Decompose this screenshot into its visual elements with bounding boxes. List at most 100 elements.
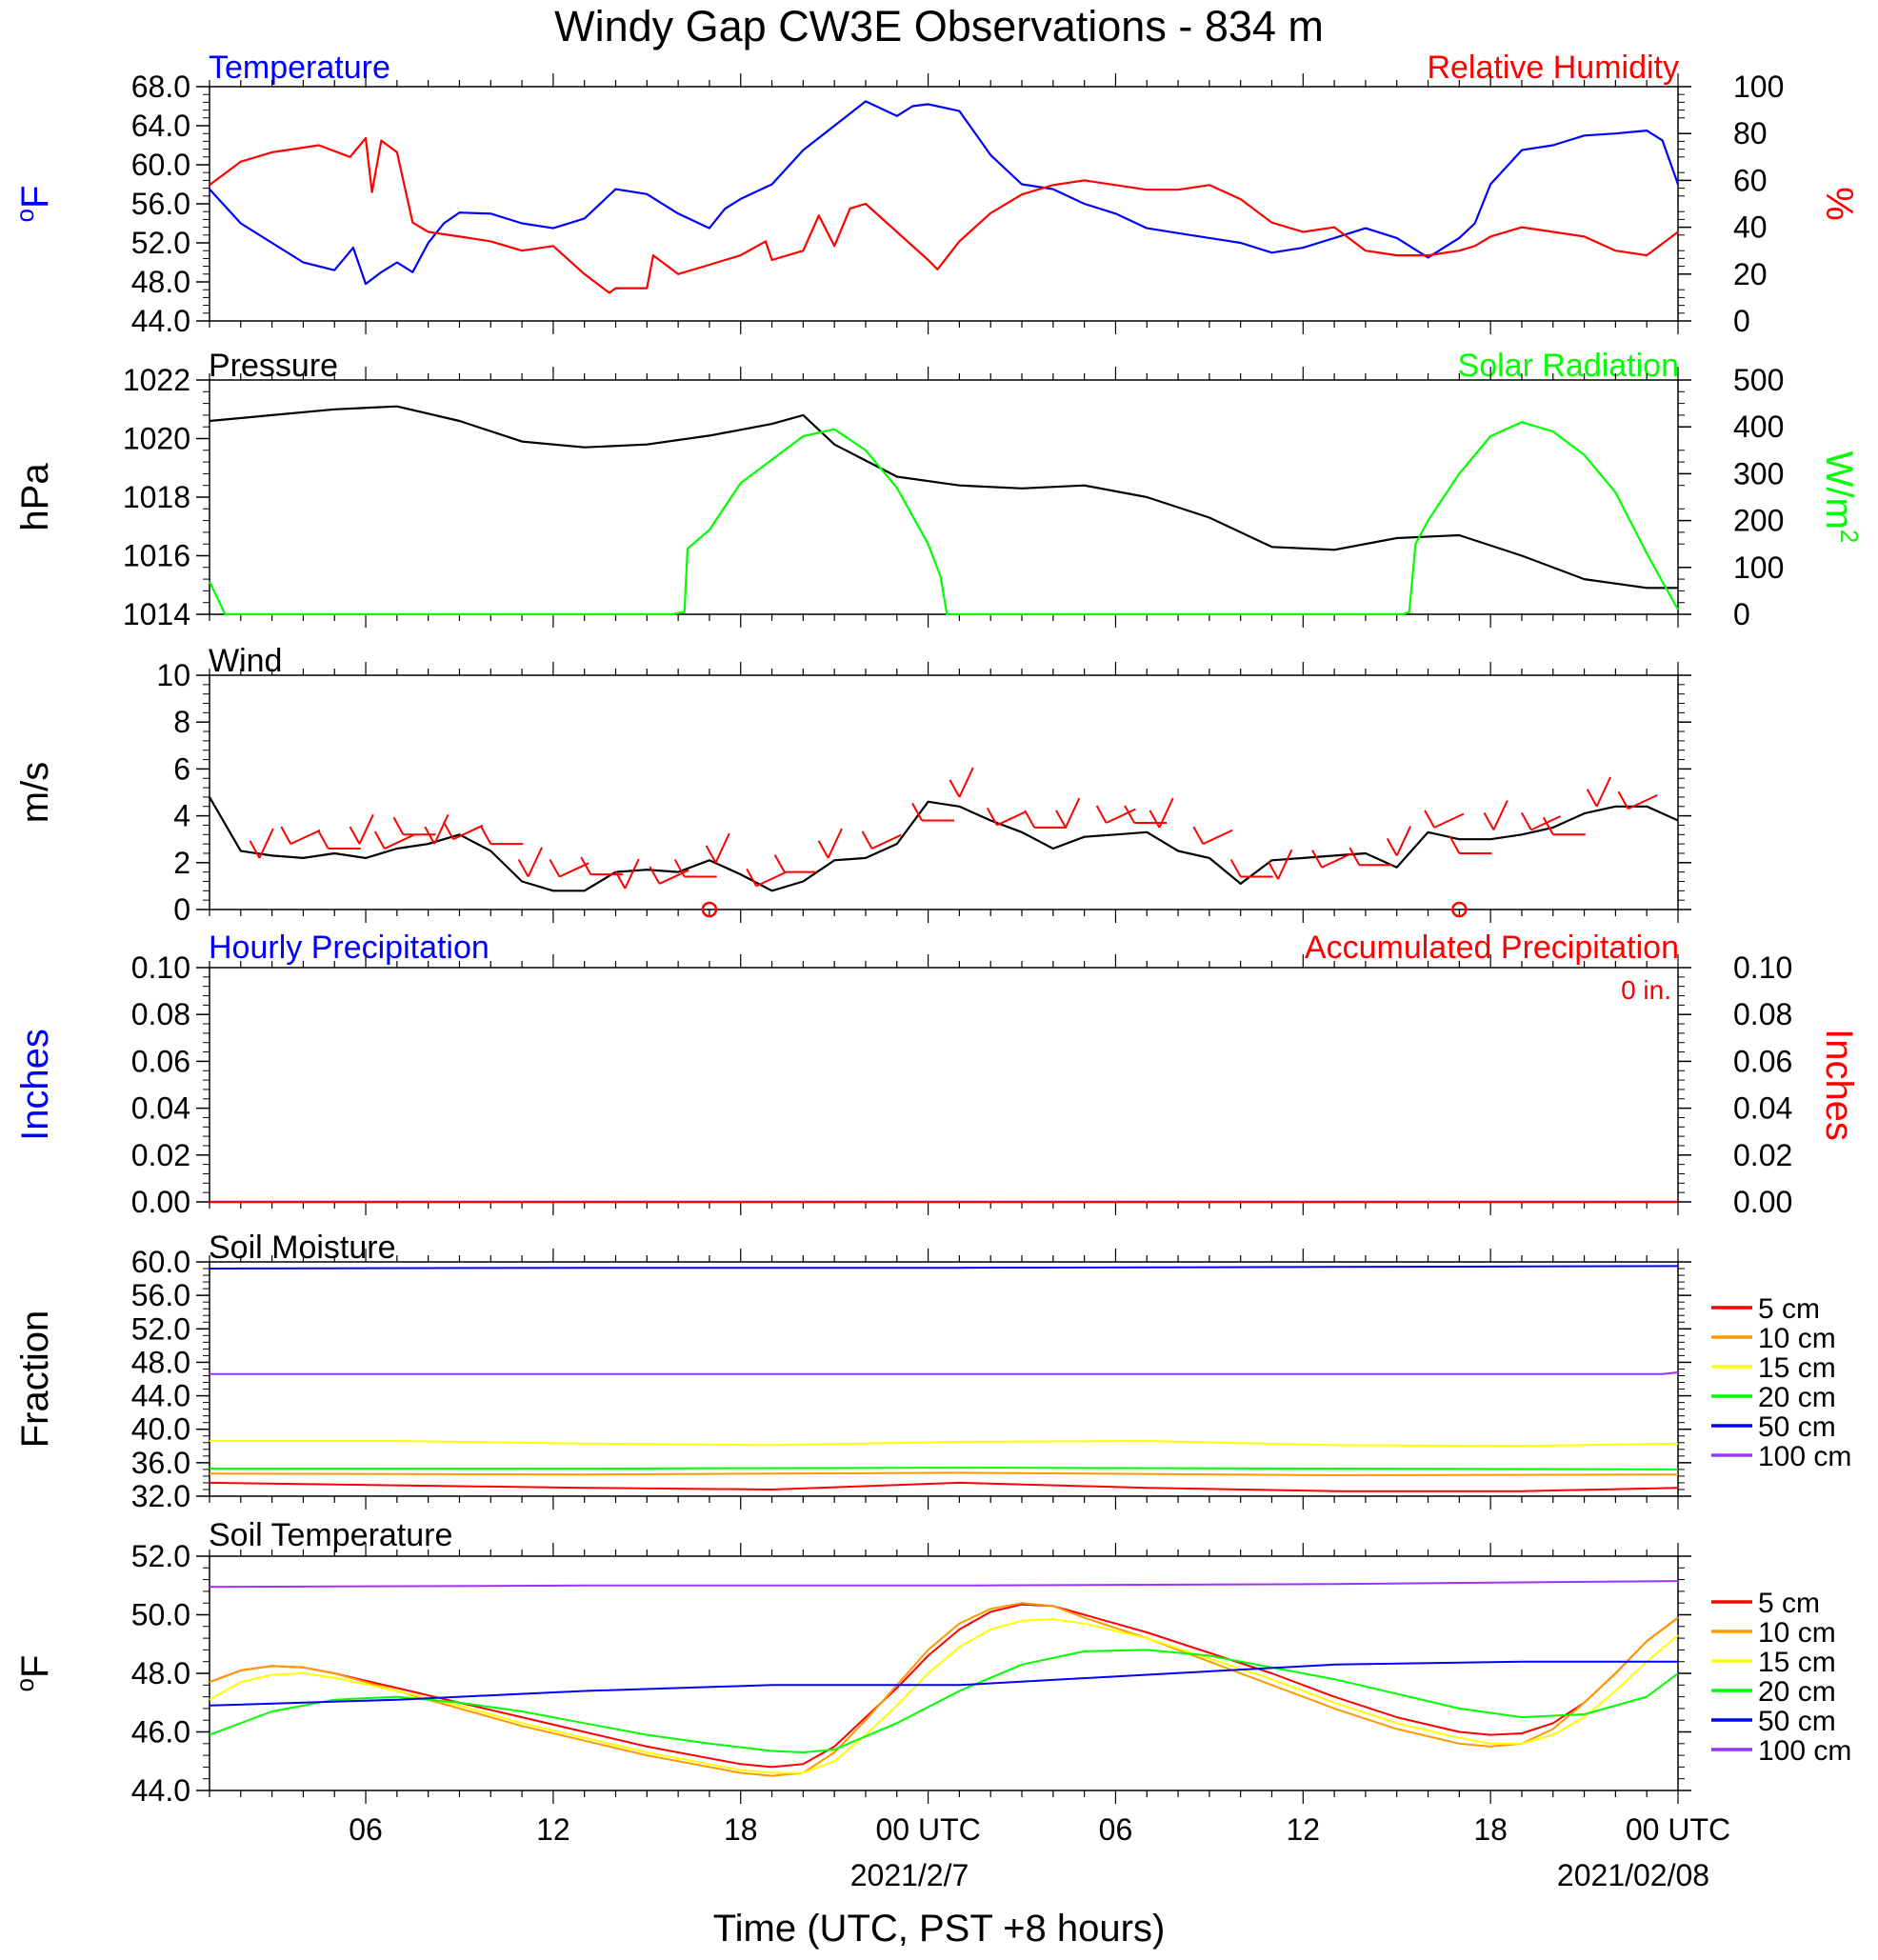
legend-label: 15 cm [1758, 1352, 1836, 1384]
wind-barb [659, 869, 689, 885]
y-tick-label-right: 100 [1733, 70, 1784, 104]
wind-barb [290, 829, 321, 846]
plot-area-5: 44.0 46.0 48.0 50.0 52.0 oF [10, 1539, 1691, 1808]
panel-wind: Wind [209, 643, 282, 679]
wind-barb [624, 858, 640, 890]
series-5-5 [209, 1580, 1679, 1589]
wind-barb [1065, 797, 1081, 829]
wind-barb [958, 767, 974, 798]
y-tick-label-left: 36.0 [131, 1446, 190, 1480]
series-1-1 [209, 421, 1679, 616]
y-tick-label-left: 0.02 [131, 1138, 190, 1172]
panel-wind-left-title: Wind [209, 643, 282, 679]
wind-barb-flag [1192, 826, 1205, 845]
series-4-1 [209, 1471, 1679, 1476]
wind-barb-flag [861, 830, 873, 850]
y-tick-label-left: 0.04 [131, 1091, 190, 1126]
panel-precipitation-left-title: Hourly Precipitation [209, 930, 489, 966]
fahrenheit-unit: F [14, 186, 56, 209]
wind-barb [827, 828, 843, 859]
y-axis-title-left: m/s [14, 762, 56, 823]
y-axis-title-left: oF [10, 1655, 56, 1692]
chart-title: Windy Gap CW3E Observations - 834 m [554, 2, 1324, 50]
wind-barb-flag [1424, 810, 1435, 829]
x-tick-label: 00 UTC [875, 1812, 980, 1847]
x-tick-label: 18 [1473, 1812, 1508, 1847]
series-5-1 [209, 1602, 1679, 1777]
wind-barb [452, 824, 484, 841]
y-tick-label-left: 52.0 [131, 1539, 190, 1573]
panel-temperature-left-title: Temperature [209, 50, 390, 86]
y-tick-label-right: 0.08 [1733, 997, 1792, 1031]
plot-frame [209, 1555, 1679, 1791]
panel-soil-moisture-left-title: Soil Moisture [209, 1230, 396, 1266]
y-tick-label-left: 50.0 [131, 1598, 190, 1632]
plot-frame [209, 86, 1679, 322]
legend-label: 100 cm [1758, 1441, 1851, 1472]
y-axis-title-left: oF [10, 186, 56, 223]
series-5-2 [209, 1618, 1679, 1774]
wind-barb [1395, 826, 1411, 856]
legend-label: 50 cm [1758, 1706, 1836, 1737]
y-tick-label-left: 8 [173, 705, 190, 739]
wind-barb-flag [443, 821, 454, 840]
y-tick-label-right: 20 [1733, 257, 1768, 291]
wind-barb [358, 813, 374, 845]
y-tick-label-right: 0.04 [1733, 1091, 1792, 1126]
series-5-3 [209, 1649, 1679, 1753]
x-tick-label: 00 UTC [1626, 1812, 1730, 1847]
plot-frame [209, 674, 1679, 910]
y-tick-label-left: 6 [173, 751, 190, 786]
date-label-1: 2021/2/7 [850, 1858, 969, 1892]
y-tick-label-left: 1022 [123, 363, 190, 397]
wind-barb-flag [986, 807, 998, 826]
y-tick-label-right: 0.06 [1733, 1044, 1792, 1078]
series-2-0 [209, 796, 1679, 892]
y-tick-label-left: 48.0 [131, 265, 190, 299]
wind-barb-flag [1542, 816, 1554, 835]
legend-label: 5 cm [1758, 1588, 1820, 1619]
wind-barb-flag [1124, 805, 1136, 824]
fahrenheit-unit: F [14, 1655, 56, 1678]
series-4-5 [210, 1371, 1679, 1375]
wind-barb-flag [773, 854, 786, 873]
wind-barb [1595, 776, 1611, 808]
calm-marker [1451, 901, 1468, 918]
y-tick-label-left: 2 [173, 846, 190, 880]
y-tick-label-right: 200 [1733, 504, 1784, 538]
wind-barb-flag [480, 826, 492, 845]
y-tick-label-left: 52.0 [131, 1311, 190, 1346]
wind-barb-flag [1586, 789, 1598, 808]
accumulated-precip-annotation: 0 in. [1621, 975, 1671, 1005]
legend-label: 15 cm [1758, 1647, 1836, 1678]
y-axis-title-left: Inches [14, 1029, 56, 1141]
wind-barb-flag [1229, 859, 1242, 878]
wind-barb-flag [1055, 810, 1067, 829]
panel-precipitation-right-title: Accumulated Precipitation [1305, 930, 1679, 966]
wind-barb [559, 862, 589, 878]
y-tick-label-left: 1018 [123, 480, 190, 514]
series-4-0 [209, 1481, 1679, 1492]
y-tick-label-left: 1016 [123, 539, 190, 573]
y-tick-label-right: 0.10 [1733, 950, 1792, 985]
wind-barb [258, 828, 274, 859]
plot-layer: 44.048.052.056.060.064.068.0020406080100… [10, 70, 1864, 1847]
plot-frame [209, 1261, 1679, 1497]
plot-frame [209, 967, 1679, 1203]
wind-barb-flag [1024, 810, 1036, 829]
series-0-0 [209, 100, 1680, 286]
degree-symbol: o [10, 209, 39, 222]
wind-barb-flag [1448, 835, 1461, 854]
legend-label: 5 cm [1758, 1293, 1820, 1325]
wind-barb-flag [1617, 790, 1629, 810]
wind-barb-flag [1520, 811, 1532, 830]
wind-barb-flag [911, 803, 923, 822]
wind-barb-flag [373, 830, 386, 850]
wind-barb [871, 833, 902, 850]
calm-marker [701, 901, 718, 918]
wind-barb [433, 813, 450, 845]
panel-precipitation: Hourly Precipitation Accumulated Precipi… [209, 930, 1679, 1005]
wind-barb-flag [1483, 811, 1495, 830]
